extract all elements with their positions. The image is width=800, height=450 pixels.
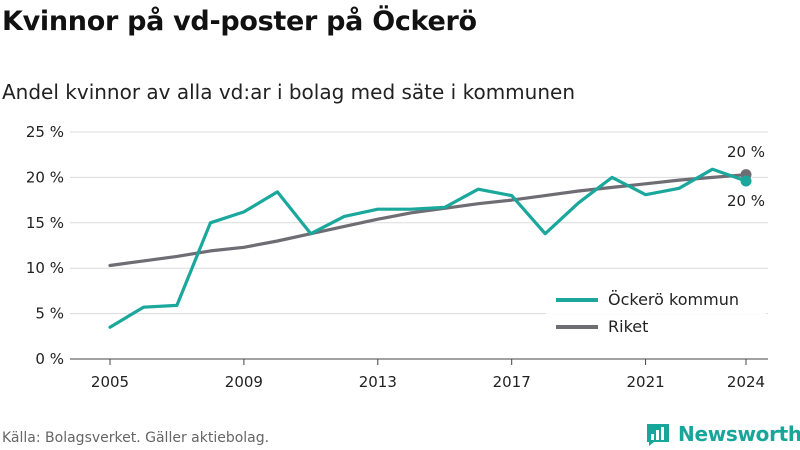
series-lines [108, 167, 748, 329]
y-tick-label: 5 % [35, 305, 64, 323]
end-point-ockero [740, 175, 752, 187]
legend-background [546, 283, 766, 345]
x-tick-label: 2017 [493, 373, 531, 391]
chart-title: Kvinnor på vd-poster på Öckerö [2, 6, 477, 37]
series-line-riket [108, 173, 748, 268]
y-tick-label: 10 % [26, 259, 64, 277]
end-labels: 20 % 20 % [727, 143, 765, 210]
gridlines [70, 131, 768, 360]
y-tick-label: 25 % [26, 123, 64, 141]
brand-name: Newsworthy [678, 422, 800, 446]
x-tick-label: 2024 [727, 373, 765, 391]
y-tick-label: 20 % [26, 168, 64, 186]
chart-subtitle: Andel kvinnor av alla vd:ar i bolag med … [2, 80, 575, 104]
x-axis: 2005 2009 2013 2017 2021 2024 [91, 359, 765, 391]
legend-label: Riket [608, 317, 648, 336]
y-axis: 0 % 5 % 10 % 15 % 20 % 25 % [26, 123, 64, 368]
brand-logo: Newsworthy [644, 420, 800, 448]
y-tick-label: 0 % [35, 350, 64, 368]
source-note: Källa: Bolagsverket. Gäller aktiebolag. [2, 430, 270, 446]
x-tick-label: 2013 [359, 373, 397, 391]
legend-label: Öckerö kommun [608, 290, 739, 309]
x-tick-label: 2021 [626, 373, 664, 391]
x-tick-label: 2005 [91, 373, 129, 391]
y-tick-label: 15 % [26, 214, 64, 232]
end-label-riket: 20 % [727, 143, 765, 161]
newsworthy-logo-icon [647, 424, 669, 446]
legend: Öckerö kommun Riket [546, 283, 766, 345]
x-tick-label: 2009 [225, 373, 263, 391]
end-label-ockero: 20 % [727, 192, 765, 210]
series-line-ockero [108, 167, 748, 329]
